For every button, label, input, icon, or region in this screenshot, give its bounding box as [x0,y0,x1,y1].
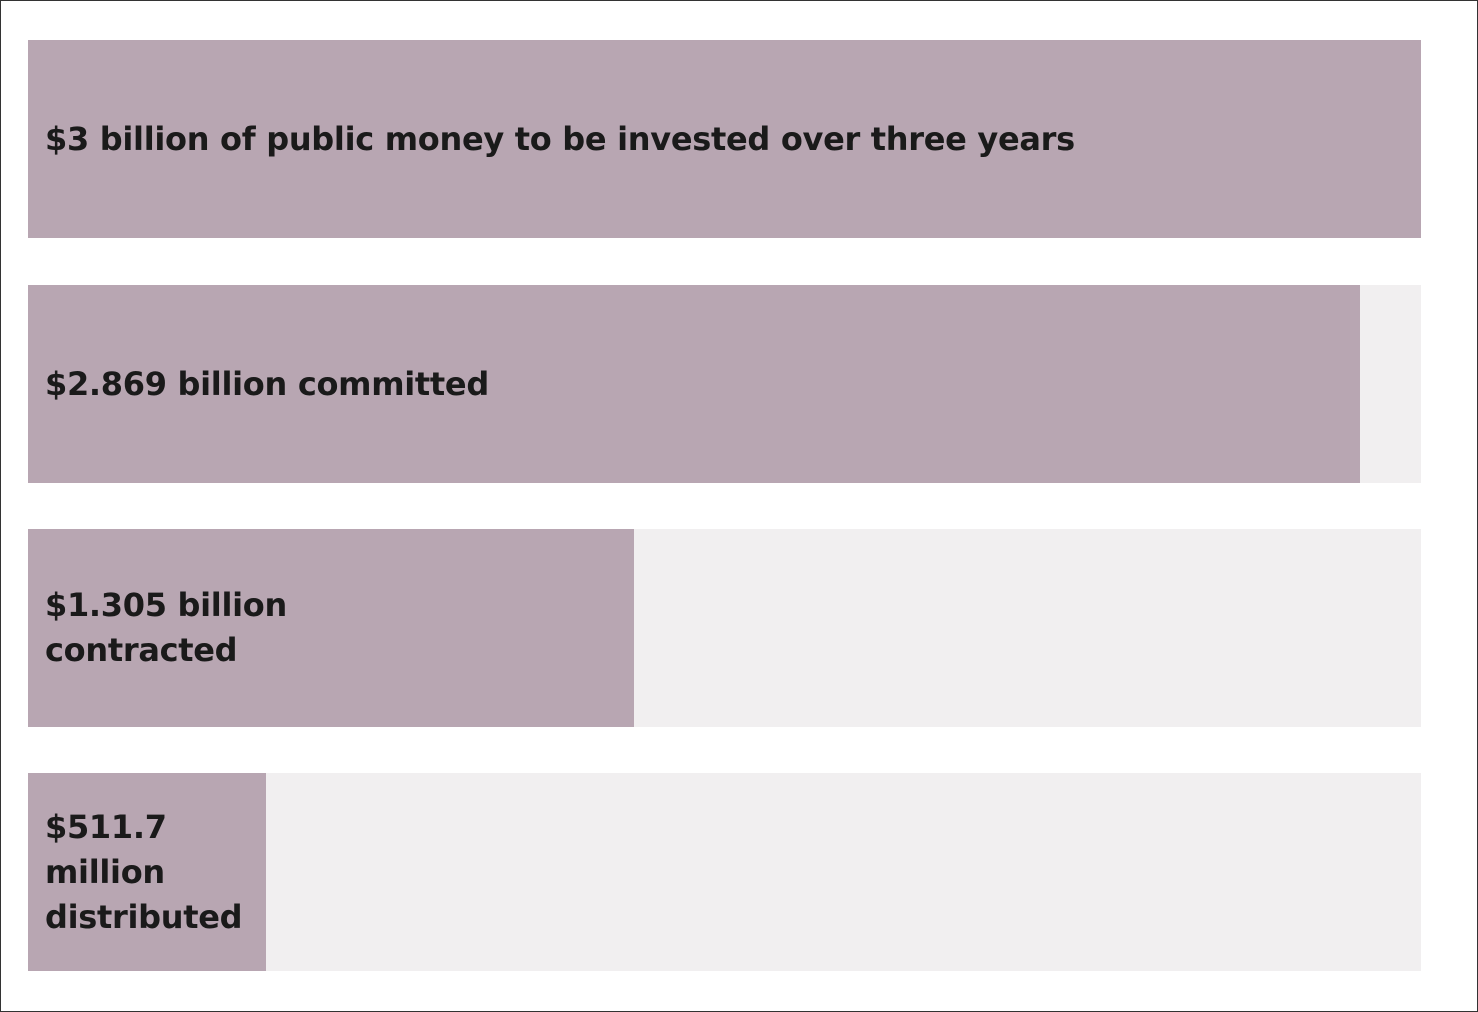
bar-track-contracted: $1.305 billion contracted [28,529,1421,727]
bar-label-contracted: $1.305 billion contracted [45,586,287,669]
bar-label-committed: $2.869 billion committed [45,364,489,403]
bar-track-committed: $2.869 billion committed [28,285,1421,483]
bar-label-distributed: $511.7 million distributed [45,807,243,936]
bar-distributed [28,773,266,971]
bar-track-invested: $3 billion of public money to be investe… [28,40,1421,238]
bar-track-distributed: $511.7 million distributed [28,773,1421,971]
bar-committed [28,285,1361,483]
bar-label-invested: $3 billion of public money to be investe… [45,119,1075,158]
bar-contracted [28,529,634,727]
bar-invested [28,40,1421,238]
